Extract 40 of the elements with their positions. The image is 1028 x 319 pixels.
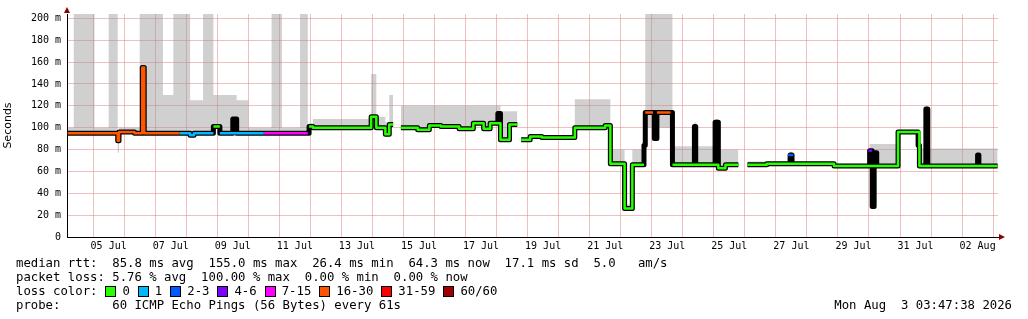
y-tick-label: 40 m [36, 186, 61, 198]
x-tick-label: 23 Jul [649, 239, 686, 251]
legend-label: 31-59 [398, 284, 436, 298]
x-tick-label: 19 Jul [525, 239, 562, 251]
legend-label: 16-30 [336, 284, 374, 298]
x-tick-label: 15 Jul [400, 239, 438, 251]
text: probe: 60 ICMP Echo Pings (56 Bytes) every 61s [16, 298, 401, 312]
legend-label: 60/60 [460, 284, 498, 298]
text: median rtt: 85.8 ms avg 155.0 ms max 26.4 ms min 64.3 ms now 17.1 ms sd 5.0 am/s [16, 256, 668, 270]
legend-label: 7-15 [281, 284, 312, 298]
x-tick-label: 29 Jul [835, 239, 872, 251]
y-tick-label: 140 m [30, 77, 61, 89]
text: Mon Aug 3 03:47:38 2026 [834, 298, 1012, 312]
legend-label: 4-6 [234, 284, 257, 298]
x-tick-label: 02 Aug [959, 239, 996, 251]
y-tick-label: 80 m [36, 143, 61, 155]
y-tick-label: 20 m [36, 208, 61, 220]
x-tick-label: 25 Jul [711, 239, 748, 251]
y-tick-label: 160 m [30, 55, 61, 67]
x-tick-label: 07 Jul [152, 239, 189, 251]
y-tick-label: 100 m [30, 121, 61, 133]
x-tick-label: 11 Jul [276, 239, 313, 251]
text: packet loss: 5.76 % avg 100.00 % max 0.00 % min 0.00 % now [16, 270, 468, 284]
x-tick-label: 21 Jul [587, 239, 624, 251]
x-tick-label: 27 Jul [773, 239, 810, 251]
legend-label: 2-3 [187, 284, 210, 298]
y-tick-label: 60 m [36, 165, 61, 177]
y-tick-label: 180 m [30, 33, 61, 45]
legend-label: 0 [122, 284, 130, 298]
y-tick-label: 0 [54, 230, 61, 242]
x-tick-label: 05 Jul [90, 239, 127, 251]
x-tick-label: 13 Jul [338, 239, 375, 251]
x-tick-label: 17 Jul [463, 239, 500, 251]
x-tick-label: 09 Jul [214, 239, 251, 251]
legend-label: 1 [154, 284, 163, 298]
legend-title: loss color: [16, 284, 98, 298]
x-tick-label: 31 Jul [897, 239, 934, 251]
y-tick-label: 120 m [30, 99, 61, 111]
y-tick-label: 200 m [30, 11, 61, 23]
y-axis-title: Seconds [1, 102, 15, 149]
